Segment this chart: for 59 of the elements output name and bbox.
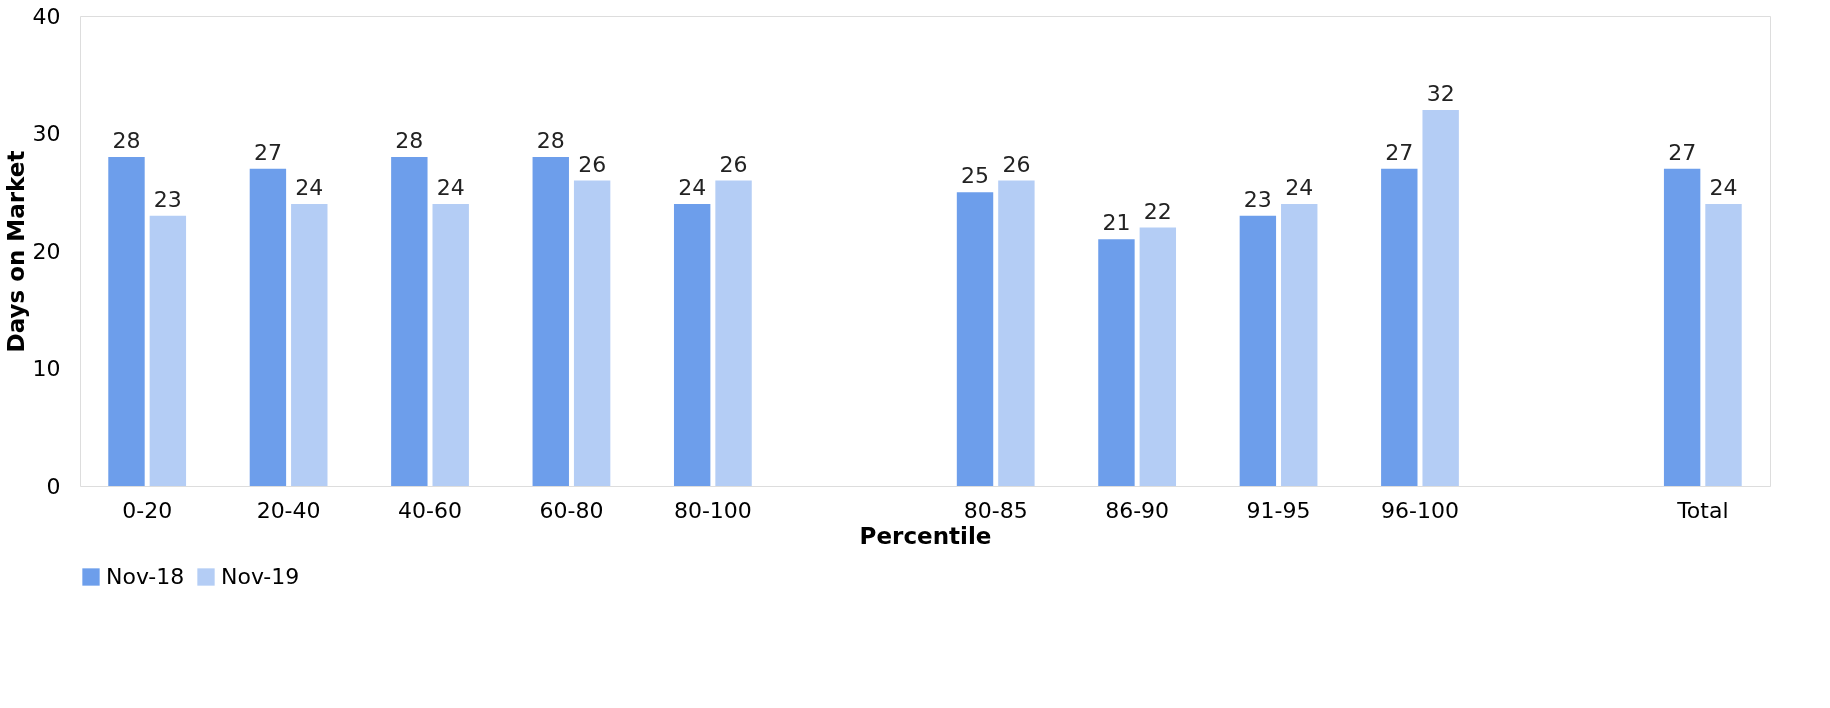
x-tick-label: 60-80 xyxy=(539,497,604,523)
bar xyxy=(673,204,711,486)
data-label: 26 xyxy=(719,151,748,177)
x-tick-label: 91-95 xyxy=(1246,497,1311,523)
data-label: 24 xyxy=(436,175,465,200)
y-tick-label: 40 xyxy=(32,3,61,29)
bar xyxy=(1705,204,1742,486)
y-axis-title: Days on Market xyxy=(2,150,29,353)
data-label: 32 xyxy=(1426,81,1455,106)
x-tick-label: Total xyxy=(1676,497,1729,523)
x-tick-label: 80-100 xyxy=(673,497,752,523)
bar xyxy=(1098,239,1135,486)
data-label: 28 xyxy=(536,128,565,153)
x-tick-label: 0-20 xyxy=(122,497,173,523)
x-tick-label: 86-90 xyxy=(1105,497,1170,523)
bar xyxy=(1239,215,1277,486)
x-tick-label: 40-60 xyxy=(398,497,462,523)
data-label: 28 xyxy=(112,128,141,153)
data-label: 27 xyxy=(1668,139,1697,165)
bar xyxy=(249,168,287,486)
data-label: 25 xyxy=(961,163,990,189)
bar xyxy=(1381,168,1418,486)
data-label: 23 xyxy=(153,186,182,212)
data-label: 24 xyxy=(678,175,707,200)
data-label: 24 xyxy=(1709,175,1738,200)
data-label: 23 xyxy=(1243,186,1272,212)
data-label: 27 xyxy=(253,139,282,165)
x-axis-title: Percentile xyxy=(859,522,992,549)
y-tick-label: 30 xyxy=(32,121,61,146)
bar xyxy=(149,215,187,486)
x-tick-label: 20-40 xyxy=(256,497,321,523)
y-tick-label: 10 xyxy=(32,356,61,381)
x-tick-label: 80-85 xyxy=(963,497,1028,523)
bar xyxy=(1663,168,1701,486)
x-tick-label: 96-100 xyxy=(1381,497,1459,523)
bar xyxy=(391,157,428,486)
data-label: 22 xyxy=(1143,198,1172,224)
legend-label: Nov-19 xyxy=(221,564,300,589)
data-label: 26 xyxy=(1002,151,1031,177)
bar xyxy=(715,180,752,486)
bar xyxy=(1422,110,1459,486)
bar xyxy=(1139,227,1177,486)
bar xyxy=(573,180,611,486)
bar xyxy=(291,204,328,486)
data-label: 26 xyxy=(578,151,607,177)
bar xyxy=(532,157,569,486)
data-label: 24 xyxy=(1285,175,1314,200)
data-label: 24 xyxy=(295,175,324,200)
bar xyxy=(956,192,994,486)
bar xyxy=(432,204,469,486)
bar xyxy=(108,157,145,486)
bar xyxy=(1281,204,1318,486)
legend-label: Nov-18 xyxy=(106,564,185,589)
data-label: 27 xyxy=(1385,139,1414,165)
bar xyxy=(998,180,1035,486)
y-tick-label: 0 xyxy=(46,473,61,499)
y-tick-label: 20 xyxy=(32,238,61,264)
data-label: 28 xyxy=(395,128,424,153)
data-label: 21 xyxy=(1102,210,1131,236)
